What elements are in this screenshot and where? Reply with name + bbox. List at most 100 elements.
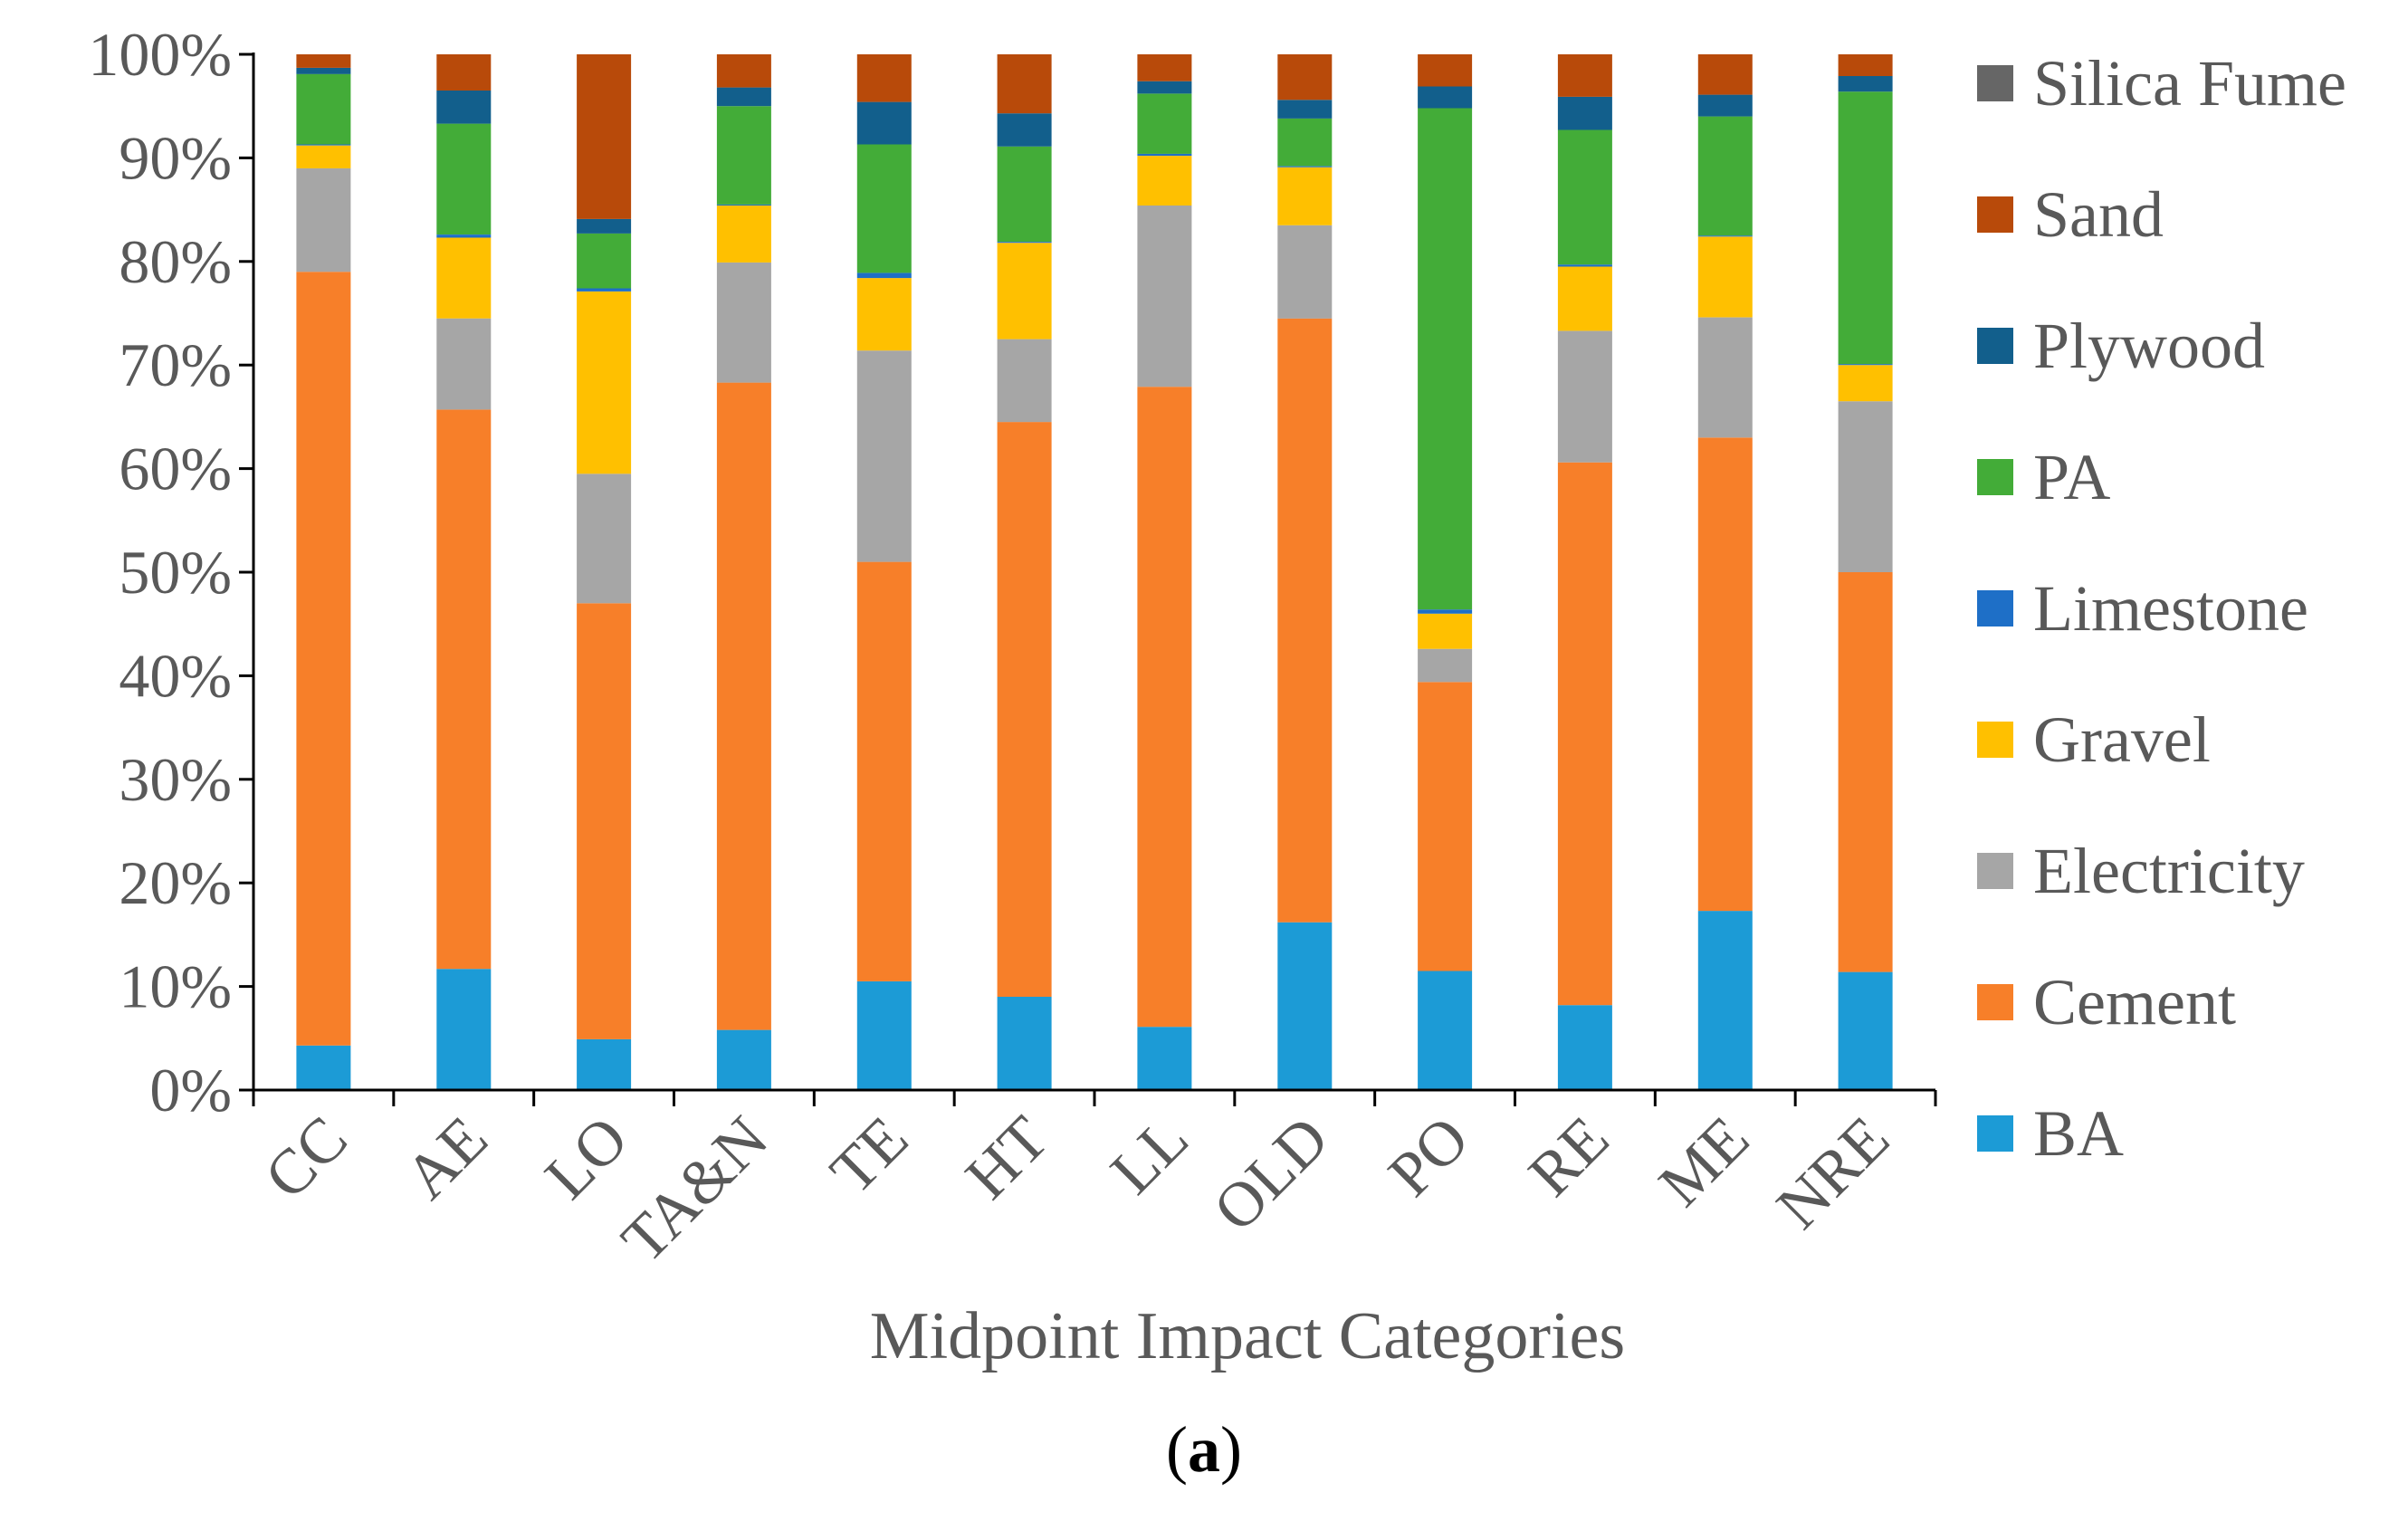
legend-swatch-pa bbox=[1977, 459, 2013, 495]
bar-segment-ht-plywood bbox=[997, 113, 1052, 147]
bar-segment-ae-sand bbox=[436, 54, 492, 91]
bar-segment-re-cement bbox=[1557, 462, 1612, 1006]
bar-segment-nre-electricity bbox=[1838, 401, 1893, 572]
y-tick-label: 40% bbox=[119, 641, 232, 710]
bar-segment-old-plywood bbox=[1277, 100, 1333, 119]
bar-segment-ht-limestone bbox=[997, 242, 1052, 244]
x-tick-label-old: OLD bbox=[1200, 1104, 1342, 1245]
bar-segment-re-plywood bbox=[1557, 96, 1612, 130]
bar-segment-tan-limestone bbox=[716, 204, 771, 206]
bar-segment-ae-pa bbox=[436, 123, 492, 234]
bar-segment-te-limestone bbox=[856, 273, 912, 279]
y-tick-label: 90% bbox=[119, 123, 232, 192]
bar-segment-te-ba bbox=[856, 980, 912, 1090]
bar-segment-old-gravel bbox=[1277, 167, 1333, 225]
bar-segment-ht-cement bbox=[997, 422, 1052, 998]
bar-segment-ll-plywood bbox=[1137, 81, 1192, 94]
bar-segment-re-electricity bbox=[1557, 330, 1612, 463]
bar-segment-nre-cement bbox=[1838, 572, 1893, 972]
bar-segment-cc-gravel bbox=[296, 145, 351, 168]
legend-label-electricity: Electricity bbox=[2033, 835, 2305, 907]
bar-segment-tan-sand bbox=[716, 54, 771, 88]
bar-segment-me-pa bbox=[1697, 116, 1753, 236]
bar-segment-po-plywood bbox=[1418, 86, 1473, 109]
bar-segment-po-ba bbox=[1418, 971, 1473, 1090]
bar-segment-lo-sand bbox=[577, 54, 632, 219]
bar-segment-cc-plywood bbox=[296, 67, 351, 74]
bar-segment-nre-plywood bbox=[1838, 76, 1893, 92]
legend-label-pa: PA bbox=[2033, 441, 2110, 513]
legend-label-cement: Cement bbox=[2033, 966, 2236, 1038]
legend-label-sand: Sand bbox=[2033, 178, 2164, 251]
legend-swatch-electricity bbox=[1977, 853, 2013, 889]
bar-segment-ht-ba bbox=[997, 997, 1052, 1090]
bar-segment-ae-plywood bbox=[436, 91, 492, 124]
y-tick-label: 0% bbox=[149, 1056, 232, 1124]
bar-segment-re-limestone bbox=[1557, 264, 1612, 267]
bar-segment-ll-ba bbox=[1137, 1027, 1192, 1090]
bar-segment-ae-cement bbox=[436, 409, 492, 970]
bar-segment-old-electricity bbox=[1277, 225, 1333, 319]
bar-segment-nre-sand bbox=[1838, 54, 1893, 76]
bar-segment-cc-ba bbox=[296, 1045, 351, 1090]
bar-segment-me-electricity bbox=[1697, 317, 1753, 438]
y-tick-label: 20% bbox=[119, 848, 232, 917]
bar-segment-old-sand bbox=[1277, 54, 1333, 100]
legend-swatch-sand bbox=[1977, 196, 2013, 233]
x-tick-label-lo: LO bbox=[532, 1104, 641, 1212]
bar-segment-me-ba bbox=[1697, 911, 1753, 1090]
bar-segment-cc-cement bbox=[296, 272, 351, 1046]
bar-segment-tan-cement bbox=[716, 382, 771, 1030]
y-tick-label: 100% bbox=[88, 20, 232, 89]
bar-segment-ae-limestone bbox=[436, 234, 492, 238]
bar-segment-tan-gravel bbox=[716, 206, 771, 263]
bar-segment-po-electricity bbox=[1418, 648, 1473, 683]
bar-segment-nre-limestone bbox=[1838, 364, 1893, 366]
bar-segment-po-cement bbox=[1418, 682, 1473, 971]
y-tick-label: 50% bbox=[119, 538, 232, 607]
y-tick-label: 70% bbox=[119, 330, 232, 399]
bar-segment-cc-electricity bbox=[296, 167, 351, 273]
legend-swatch-ba bbox=[1977, 1115, 2013, 1152]
legend-swatch-silica-fume bbox=[1977, 65, 2013, 101]
bar-segment-te-gravel bbox=[856, 278, 912, 351]
bar-segment-ht-sand bbox=[997, 54, 1052, 114]
bar-segment-me-cement bbox=[1697, 437, 1753, 912]
bar-segment-ll-gravel bbox=[1137, 156, 1192, 206]
bar-segment-old-cement bbox=[1277, 318, 1333, 923]
y-tick-label: 60% bbox=[119, 435, 232, 503]
bar-segment-ht-pa bbox=[997, 146, 1052, 242]
bar-segment-tan-electricity bbox=[716, 262, 771, 383]
bar-segment-cc-pa bbox=[296, 73, 351, 145]
y-tick-label: 10% bbox=[119, 952, 232, 1021]
figure-caption: (a) bbox=[1166, 1413, 1242, 1486]
bar-segment-ll-cement bbox=[1137, 387, 1192, 1028]
bar-segment-me-plywood bbox=[1697, 94, 1753, 117]
legend-label-silica-fume: Silica Fume bbox=[2033, 47, 2346, 120]
caption-letter: a bbox=[1188, 1413, 1220, 1486]
x-tick-label-cc: CC bbox=[252, 1104, 360, 1212]
bar-segment-me-gravel bbox=[1697, 236, 1753, 318]
x-tick-label-re: RE bbox=[1516, 1104, 1623, 1210]
bar-segment-lo-electricity bbox=[577, 473, 632, 604]
bar-segment-ae-electricity bbox=[436, 318, 492, 410]
legend-swatch-plywood bbox=[1977, 328, 2013, 364]
bar-segment-lo-cement bbox=[577, 603, 632, 1039]
bar-segment-lo-pa bbox=[577, 233, 632, 289]
bar-segment-ht-gravel bbox=[997, 243, 1052, 340]
bar-segment-ae-gravel bbox=[436, 237, 492, 319]
bar-segment-old-pa bbox=[1277, 118, 1333, 167]
bar-segment-nre-ba bbox=[1838, 971, 1893, 1090]
bar-segment-re-sand bbox=[1557, 54, 1612, 97]
bar-segment-ae-ba bbox=[436, 969, 492, 1090]
bar-segment-lo-gravel bbox=[577, 292, 632, 474]
bar-segment-old-ba bbox=[1277, 922, 1333, 1090]
bar-segment-tan-plywood bbox=[716, 87, 771, 107]
bar-segment-cc-sand bbox=[296, 54, 351, 68]
bar-segment-te-electricity bbox=[856, 350, 912, 562]
bar-segment-tan-pa bbox=[716, 106, 771, 205]
bar-segment-re-pa bbox=[1557, 129, 1612, 265]
legend-label-limestone: Limestone bbox=[2033, 572, 2308, 645]
